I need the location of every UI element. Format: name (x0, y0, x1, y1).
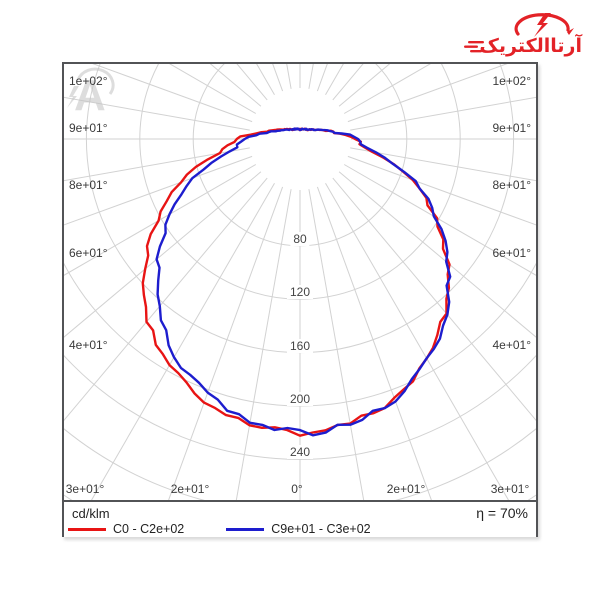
grid-ray-110 (347, 64, 508, 123)
grid-ray-20 (316, 186, 432, 500)
radial-tick-200: 200 (286, 392, 314, 406)
lightning-swoosh-icon (514, 13, 574, 37)
grid-ray-350 (235, 189, 292, 500)
grid-ray-320 (64, 177, 268, 422)
grid-ray-80 (350, 147, 536, 182)
curve-C0-C2e+02 (141, 127, 451, 437)
brand-name: آرتاالکتریک (479, 35, 582, 57)
angle-label-right-4: 4e+01° (492, 338, 531, 352)
polar-plot-area: A 80 120 160 200 240 1e+02° 9e+01° 8e+01° 6e+01°… (64, 64, 536, 500)
legend-item-c90: C9e+01 - C3e+02 (226, 522, 371, 536)
grid-ray-280 (64, 147, 250, 182)
grid-ray-240 (169, 64, 257, 114)
brand-logo: آرتاالکتریک (464, 12, 584, 56)
red-line-swatch (68, 527, 106, 531)
grid-ray-300 (64, 164, 257, 276)
grid-ray-50 (338, 171, 536, 338)
legend-items: C0 - C2e+02 C9e+01 - C3e+02 (68, 522, 413, 536)
watermark-logo: A (67, 67, 115, 120)
legend-item-c0: C0 - C2e+02 (68, 522, 184, 536)
grid-ray-290 (64, 155, 253, 226)
angle-label-left-1: 9e+01° (69, 121, 108, 135)
speed-lines-icon (464, 41, 484, 53)
grid-ray-340 (168, 186, 284, 500)
grid-ray-310 (64, 171, 262, 338)
efficiency-label: η = 70% (476, 505, 528, 521)
angle-label-right-0: 1e+02° (492, 74, 531, 88)
grid-ray-120 (343, 64, 431, 114)
legend-label-c90: C9e+01 - C3e+02 (271, 522, 371, 536)
angle-label-left-0: 1e+02° (69, 74, 108, 88)
angle-label-right-3: 6e+01° (492, 246, 531, 260)
unit-label: cd/klm (72, 506, 110, 521)
grid-ray-40 (332, 177, 536, 422)
grid-ray-260 (64, 96, 250, 131)
angle-label-bottom-4: 3e+01° (490, 482, 530, 496)
angle-label-bottom-3: 2e+01° (386, 482, 426, 496)
grid-ray-30 (325, 182, 509, 500)
radial-tick-80: 80 (290, 231, 310, 246)
grid-ray-60 (343, 164, 536, 276)
grid-ray-250 (92, 64, 253, 123)
grid-ray-100 (350, 96, 536, 131)
angle-label-bottom-0: 3e+01° (65, 482, 105, 496)
angle-label-left-3: 6e+01° (69, 246, 108, 260)
radial-tick-120: 120 (286, 285, 314, 300)
legend-bar: cd/klm η = 70% C0 - C2e+02 C9e+01 - C3e+… (64, 500, 536, 537)
angle-label-bottom-1: 2e+01° (170, 482, 210, 496)
angle-label-right-1: 9e+01° (492, 121, 531, 135)
blue-line-swatch (226, 527, 265, 531)
grid-ray-10 (308, 189, 365, 500)
angle-label-left-4: 4e+01° (69, 338, 108, 352)
grid-ray-70 (347, 155, 536, 226)
angle-label-left-2: 8e+01° (69, 178, 108, 192)
angle-label-right-2: 8e+01° (492, 178, 531, 192)
curve-C9e+01-C3e+02 (155, 127, 452, 437)
photometric-chart-box: A 80 120 160 200 240 1e+02° 9e+01° 8e+01° 6e+01°… (62, 62, 538, 537)
radial-tick-160: 160 (286, 338, 314, 353)
grid-ray-330 (91, 182, 275, 500)
legend-label-c0: C0 - C2e+02 (113, 522, 185, 536)
radial-tick-240: 240 (286, 445, 314, 460)
angle-label-bottom-2: 0° (291, 482, 303, 496)
polar-plot-svg (64, 64, 536, 500)
